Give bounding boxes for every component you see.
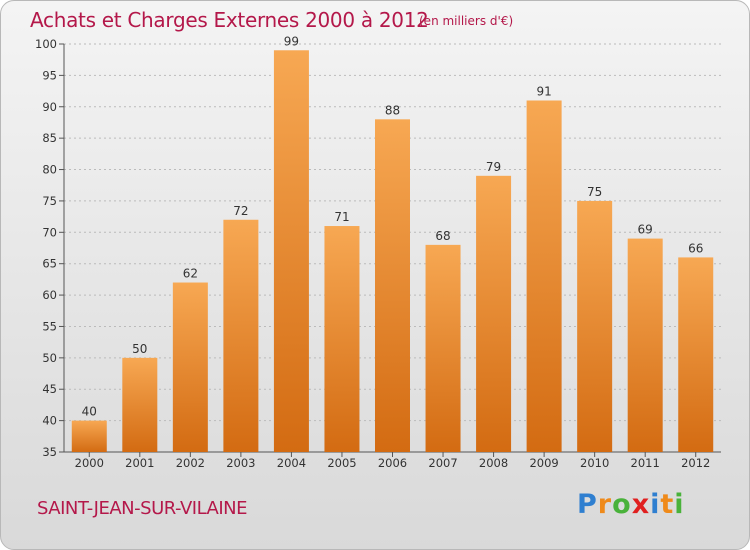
bar [122, 357, 158, 452]
x-tick-label: 2002 [176, 456, 205, 470]
x-tick-label: 2011 [631, 456, 660, 470]
bar [678, 257, 714, 452]
bar [172, 282, 208, 452]
bar-value-label: 69 [638, 223, 653, 237]
y-tick-label: 95 [42, 68, 57, 82]
bar-value-label: 72 [233, 204, 248, 218]
y-tick-label: 50 [42, 351, 57, 365]
bar-value-label: 88 [385, 103, 400, 117]
y-tick-label: 100 [35, 37, 57, 51]
proxiti-logo: Proxiti [577, 489, 685, 520]
x-tick-label: 2010 [580, 456, 609, 470]
logo-letter: t [660, 489, 675, 520]
bar-value-label: 79 [486, 160, 501, 174]
logo-letter: r [597, 489, 613, 520]
commune-name: SAINT-JEAN-SUR-VILAINE [37, 498, 247, 519]
x-tick-label: 2005 [327, 456, 356, 470]
x-tick-label: 2009 [529, 456, 558, 470]
x-tick-label: 2000 [75, 456, 104, 470]
y-tick-label: 60 [42, 288, 57, 302]
y-tick-label: 75 [42, 194, 57, 208]
x-tick-label: 2001 [125, 456, 154, 470]
x-tick-label: 2004 [277, 456, 306, 470]
x-tick-label: 2008 [479, 456, 508, 470]
bar [223, 219, 259, 452]
bar-value-label: 40 [82, 405, 97, 419]
y-tick-label: 45 [42, 382, 57, 396]
bar-value-label: 75 [587, 185, 602, 199]
y-tick-label: 85 [42, 131, 57, 145]
bar-value-label: 99 [284, 34, 299, 48]
bar-value-label: 50 [132, 342, 147, 356]
bar [273, 50, 309, 453]
bar [375, 119, 410, 453]
bar [324, 226, 360, 452]
x-tick-label: 2012 [681, 456, 710, 470]
bar-value-label: 91 [536, 84, 551, 98]
y-tick-label: 35 [42, 445, 57, 459]
y-tick-label: 80 [42, 163, 57, 177]
bar [71, 420, 107, 452]
y-tick-label: 55 [42, 319, 57, 333]
bar-value-label: 66 [688, 241, 703, 255]
y-tick-label: 90 [42, 100, 57, 114]
logo-letter: i [650, 489, 661, 520]
logo-letter: o [612, 489, 632, 520]
x-tick-label: 2006 [378, 456, 407, 470]
bar [627, 238, 663, 452]
bar [425, 244, 461, 452]
y-tick-label: 40 [42, 414, 57, 428]
bar [526, 100, 562, 452]
chart-unit: (en milliers d'€) [419, 14, 514, 28]
bar-value-label: 68 [435, 229, 450, 243]
x-tick-label: 2007 [428, 456, 457, 470]
bar [476, 175, 512, 453]
logo-letter: i [674, 489, 685, 520]
bar-value-label: 62 [183, 267, 198, 281]
x-tick-label: 2003 [226, 456, 255, 470]
y-tick-label: 70 [42, 225, 57, 239]
logo-letter: x [631, 489, 651, 520]
logo-letter: P [577, 489, 598, 520]
chart-title: Achats et Charges Externes 2000 à 2012 [30, 8, 429, 32]
y-tick-label: 65 [42, 257, 57, 271]
bar [577, 200, 613, 452]
bar-value-label: 71 [334, 210, 349, 224]
